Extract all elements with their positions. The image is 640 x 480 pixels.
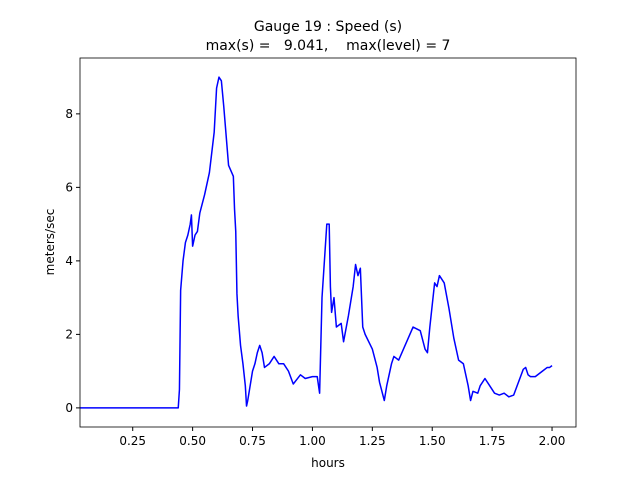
- chart-title: Gauge 19 : Speed (s): [254, 19, 402, 35]
- x-tick-label: 2.00: [539, 434, 566, 448]
- data-line: [80, 76, 553, 409]
- x-tick-label: 0.25: [119, 434, 146, 448]
- chart-subtitle: max(s) = 9.041, max(level) = 7: [206, 38, 451, 54]
- x-tick-label: 1.00: [299, 434, 326, 448]
- x-tick-label: 1.50: [419, 434, 446, 448]
- y-tick-label: 2: [65, 327, 73, 341]
- y-axis-label: meters/sec: [43, 209, 57, 276]
- y-tick-label: 4: [65, 254, 73, 268]
- x-tick-label: 0.50: [179, 434, 206, 448]
- x-tick-label: 0.75: [239, 434, 266, 448]
- x-tick-label: 1.75: [479, 434, 506, 448]
- y-tick-label: 6: [65, 180, 73, 194]
- plot-frame: [79, 57, 577, 428]
- x-tick-label: 1.25: [359, 434, 386, 448]
- y-tick-label: 0: [65, 401, 73, 415]
- y-tick-label: 8: [65, 107, 73, 121]
- x-axis-label: hours: [311, 456, 345, 470]
